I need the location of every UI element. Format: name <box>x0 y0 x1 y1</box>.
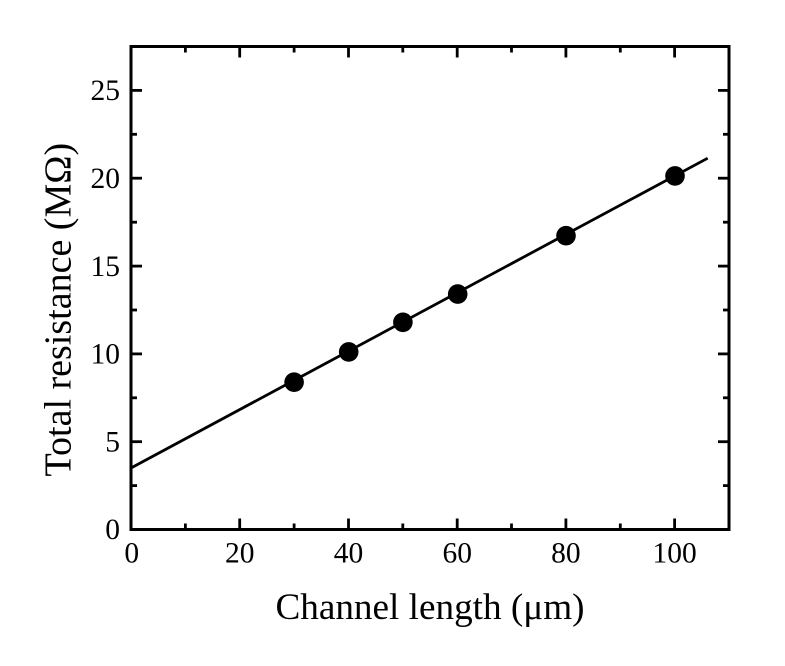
svg-text:40: 40 <box>334 538 364 570</box>
svg-text:5: 5 <box>105 426 120 458</box>
svg-text:100: 100 <box>652 538 696 570</box>
svg-text:25: 25 <box>91 75 121 107</box>
svg-text:0: 0 <box>124 538 139 570</box>
svg-text:15: 15 <box>91 251 121 283</box>
svg-text:80: 80 <box>551 538 581 570</box>
svg-text:0: 0 <box>105 514 120 546</box>
svg-text:Total resistance (MΩ): Total resistance (MΩ) <box>38 143 80 477</box>
svg-text:Channel length (μm): Channel length (μm) <box>275 587 584 628</box>
svg-text:20: 20 <box>91 163 121 195</box>
svg-text:60: 60 <box>442 538 472 570</box>
svg-text:10: 10 <box>91 339 121 371</box>
svg-text:20: 20 <box>225 538 255 570</box>
